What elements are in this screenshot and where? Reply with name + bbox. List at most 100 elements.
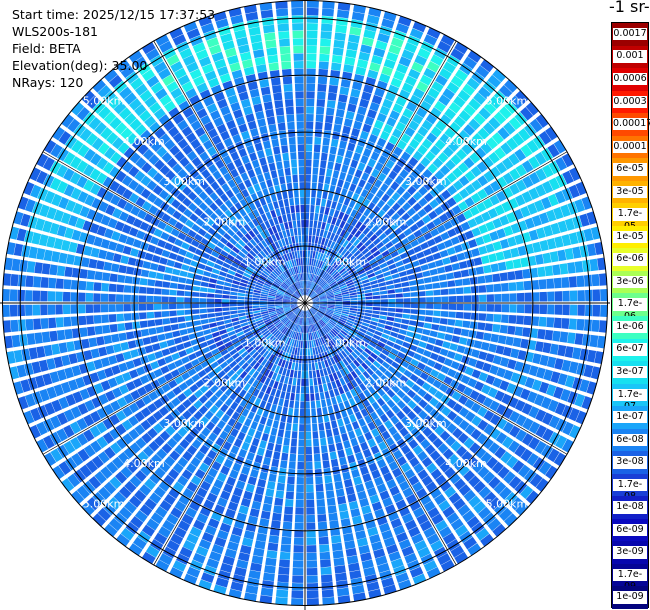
range-gate-cell bbox=[63, 168, 75, 182]
range-gate-cell bbox=[253, 310, 261, 314]
range-gate-cell bbox=[396, 139, 407, 150]
range-gate-cell bbox=[364, 309, 373, 314]
range-gate-cell bbox=[306, 469, 314, 477]
range-gate-cell bbox=[237, 431, 246, 441]
range-gate-cell bbox=[272, 282, 280, 288]
range-gate-cell bbox=[394, 313, 403, 318]
range-gate-cell bbox=[276, 589, 289, 598]
range-gate-cell bbox=[415, 219, 425, 229]
range-gate-cell bbox=[314, 213, 319, 221]
range-gate-cell bbox=[375, 273, 384, 280]
range-gate-cell bbox=[446, 350, 456, 359]
range-gate-cell bbox=[85, 304, 94, 314]
range-gate-cell bbox=[250, 420, 259, 430]
range-gate-cell bbox=[181, 264, 190, 271]
range-gate-cell bbox=[423, 365, 433, 374]
range-gate-cell bbox=[245, 401, 253, 411]
range-gate-cell bbox=[232, 364, 241, 372]
range-gate-cell bbox=[64, 329, 73, 340]
range-gate-cell bbox=[327, 382, 333, 391]
range-gate-cell bbox=[430, 540, 444, 552]
range-gate-cell bbox=[343, 478, 353, 488]
range-gate-cell bbox=[317, 221, 322, 229]
range-gate-cell bbox=[276, 310, 284, 314]
range-gate-cell bbox=[270, 315, 278, 320]
range-gate-cell bbox=[260, 86, 271, 96]
range-gate-cell bbox=[111, 263, 120, 273]
range-gate-cell bbox=[25, 290, 33, 302]
range-gate-cell bbox=[321, 271, 327, 279]
range-gate-cell bbox=[178, 349, 188, 358]
range-gate-cell bbox=[327, 305, 335, 308]
range-gate-cell bbox=[485, 374, 496, 385]
range-gate-cell bbox=[326, 276, 333, 283]
range-gate-cell bbox=[351, 11, 365, 22]
range-gate-cell bbox=[327, 304, 335, 306]
range-gate-cell bbox=[545, 126, 558, 141]
range-gate-cell bbox=[68, 353, 78, 365]
colorbar-tick-label: 1e-06 bbox=[613, 320, 647, 334]
range-gate-cell bbox=[182, 450, 193, 462]
range-gate-cell bbox=[163, 474, 175, 486]
range-gate-cell bbox=[328, 279, 336, 286]
range-gate-cell bbox=[281, 145, 289, 154]
range-gate-cell bbox=[204, 400, 214, 410]
range-gate-cell bbox=[100, 357, 111, 368]
range-gate-cell bbox=[201, 374, 211, 384]
range-gate-cell bbox=[235, 480, 246, 490]
range-gate-cell bbox=[318, 261, 324, 269]
range-gate-cell bbox=[96, 187, 108, 199]
range-gate-cell bbox=[259, 348, 267, 356]
colorbar-tick-label: 6e-08 bbox=[613, 433, 647, 447]
range-gate-cell bbox=[378, 352, 387, 361]
range-gate-cell bbox=[520, 257, 529, 268]
range-gate-cell bbox=[49, 222, 60, 235]
range-gate-cell bbox=[342, 303, 351, 306]
range-gate-cell bbox=[463, 470, 476, 482]
range-gate-cell bbox=[417, 144, 428, 156]
range-gate-cell bbox=[141, 551, 156, 565]
range-gate-cell bbox=[371, 168, 380, 178]
range-gate-cell bbox=[197, 369, 207, 378]
range-gate-cell bbox=[471, 179, 482, 191]
range-gate-cell bbox=[231, 526, 243, 537]
range-gate-cell bbox=[458, 407, 470, 418]
range-gate-cell bbox=[251, 555, 264, 565]
range-gate-cell bbox=[321, 452, 329, 461]
range-gate-cell bbox=[321, 237, 326, 246]
range-gate-cell bbox=[64, 266, 73, 277]
range-gate-cell bbox=[164, 372, 174, 382]
range-gate-cell bbox=[347, 454, 356, 464]
range-gate-cell bbox=[294, 316, 299, 324]
range-gate-cell bbox=[305, 454, 313, 462]
range-gate-cell bbox=[503, 471, 516, 484]
range-gate-cell bbox=[96, 172, 108, 185]
range-gate-cell bbox=[353, 476, 363, 486]
range-gate-cell bbox=[157, 376, 167, 386]
range-gate-cell bbox=[229, 334, 238, 341]
range-gate-cell bbox=[537, 266, 546, 277]
range-gate-cell bbox=[187, 229, 197, 238]
range-gate-cell bbox=[241, 275, 250, 281]
device-name-text: WLS200s-181 bbox=[12, 24, 98, 39]
range-gate-cell bbox=[146, 415, 158, 426]
range-gate-cell bbox=[483, 410, 495, 422]
range-gate-cell bbox=[355, 346, 364, 354]
range-gate-cell bbox=[25, 304, 33, 316]
range-gate-cell bbox=[260, 366, 267, 375]
range-gate-cell bbox=[245, 483, 255, 493]
range-gate-cell bbox=[471, 304, 479, 312]
range-gate-cell bbox=[473, 112, 486, 126]
range-gate-cell bbox=[413, 266, 422, 273]
range-gate-cell bbox=[317, 521, 328, 530]
range-gate-cell bbox=[103, 403, 115, 416]
range-gate-cell bbox=[299, 309, 303, 317]
range-gate-cell bbox=[261, 358, 268, 366]
range-gate-cell bbox=[230, 494, 241, 504]
range-gate-cell bbox=[181, 513, 194, 525]
range-gate-cell bbox=[229, 295, 238, 299]
range-gate-cell bbox=[63, 424, 75, 438]
range-gate-cell bbox=[225, 378, 234, 387]
range-gate-cell bbox=[169, 567, 184, 579]
range-gate-cell bbox=[388, 303, 396, 308]
